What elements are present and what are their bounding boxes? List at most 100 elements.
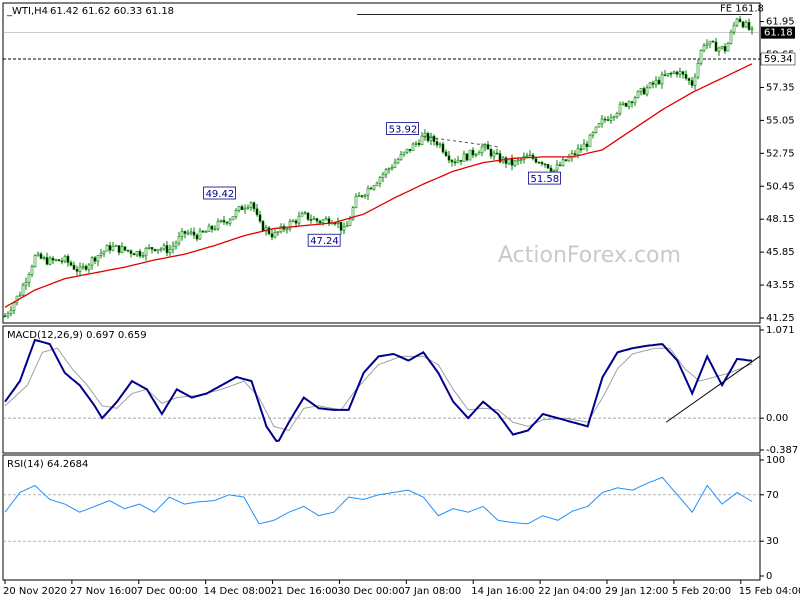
candle-body (66, 255, 70, 263)
candle-body (657, 79, 661, 85)
candle-body (471, 149, 475, 156)
candle-body (618, 104, 622, 114)
candle-body (681, 71, 685, 75)
price-layer: FE 161.8 49.42 47.24 53.92 51.58 (3, 3, 764, 319)
candle-body (444, 151, 448, 157)
candle-body (111, 246, 115, 251)
candle-body (297, 215, 301, 224)
candle-body (516, 159, 520, 162)
candle-body (186, 232, 190, 235)
candle-body (423, 132, 427, 137)
candle-body (312, 218, 316, 220)
fe-label: FE 161.8 (720, 3, 764, 14)
candle-body (177, 236, 181, 244)
candle-body (123, 246, 127, 251)
candle-body (213, 228, 217, 231)
annotation-label: 53.92 (389, 125, 418, 136)
candle-body (60, 260, 64, 263)
candle-body (165, 245, 169, 254)
candle-body (462, 153, 466, 162)
candle-body (615, 113, 619, 117)
candle-body (279, 225, 283, 233)
candle-body (198, 230, 202, 240)
candle-body (714, 41, 718, 52)
xtick-label: 20 Nov 2020 (3, 586, 67, 597)
current-price-label: 61.18 (764, 28, 793, 39)
macd-ytick-label: 0.00 (766, 413, 788, 424)
candle-body (210, 225, 214, 230)
candle-body (273, 232, 277, 238)
candle-body (93, 257, 97, 262)
candle-body (510, 158, 514, 166)
candle-body (513, 160, 517, 166)
candle-body (609, 117, 613, 121)
candle-body (354, 195, 358, 208)
rsi-line (4, 476, 753, 525)
xtick-label: 5 Feb 20:00 (672, 586, 731, 597)
candle-body (303, 212, 307, 215)
candle-body (114, 245, 118, 247)
candle-body (126, 249, 130, 252)
candle-body (183, 230, 187, 234)
annotation-box (528, 171, 561, 185)
candle-body (294, 220, 298, 224)
candle-body (708, 40, 712, 45)
candle-body (642, 88, 646, 95)
candle-body (390, 167, 394, 169)
candle-body (261, 220, 265, 232)
candle-body (651, 82, 655, 85)
candle-body (369, 187, 373, 190)
candle-body (537, 161, 541, 164)
candle-body (141, 255, 145, 258)
candle-body (711, 40, 715, 43)
candle-body (342, 226, 346, 231)
price-ytick-label: 55.05 (766, 115, 795, 126)
candle-body (6, 313, 10, 317)
candle-body (633, 97, 637, 104)
candle-body (660, 74, 664, 85)
candle-body (441, 143, 445, 153)
candle-body (465, 153, 469, 161)
macd-ytick-label: 1.071 (766, 325, 795, 336)
candle-body (636, 90, 640, 99)
candle-body (750, 28, 754, 30)
candle-body (360, 195, 364, 197)
xtick-label: 15 Feb 04:00 (739, 586, 800, 597)
candle-body (672, 71, 676, 74)
candle-body (564, 159, 568, 162)
candle-body (498, 153, 502, 163)
candle-body (663, 74, 667, 77)
candle-body (207, 225, 211, 232)
candle-body (567, 156, 571, 162)
annotation-box (203, 186, 236, 200)
candle-body (549, 167, 553, 172)
candle-body (702, 45, 706, 51)
candle-body (57, 259, 61, 262)
candle-body (435, 141, 439, 146)
candle-body (729, 31, 733, 44)
level-tag (760, 52, 796, 66)
candle-body (585, 143, 589, 147)
xtick-label: 7 Jan 08:00 (404, 586, 461, 597)
candle-body (222, 220, 226, 223)
candle-body (54, 259, 58, 261)
candle-body (669, 72, 673, 75)
candle-body (159, 248, 163, 251)
xtick-label: 29 Jan 12:00 (605, 586, 668, 597)
candle-body (351, 207, 355, 220)
candle-body (696, 63, 700, 78)
candle-body (270, 233, 274, 238)
xtick-label: 22 Jan 04:00 (538, 586, 601, 597)
candle-body (348, 218, 352, 226)
price-ytick-label: 41.25 (766, 313, 795, 324)
candle-body (699, 50, 703, 64)
candle-body (627, 101, 631, 107)
candle-body (249, 202, 253, 208)
candle-body (543, 163, 547, 166)
candle-body (576, 148, 580, 156)
candle-body (597, 123, 601, 128)
candle-body (45, 257, 49, 265)
candle-body (558, 164, 562, 167)
candle-body (666, 72, 670, 76)
candle-body (258, 214, 262, 222)
